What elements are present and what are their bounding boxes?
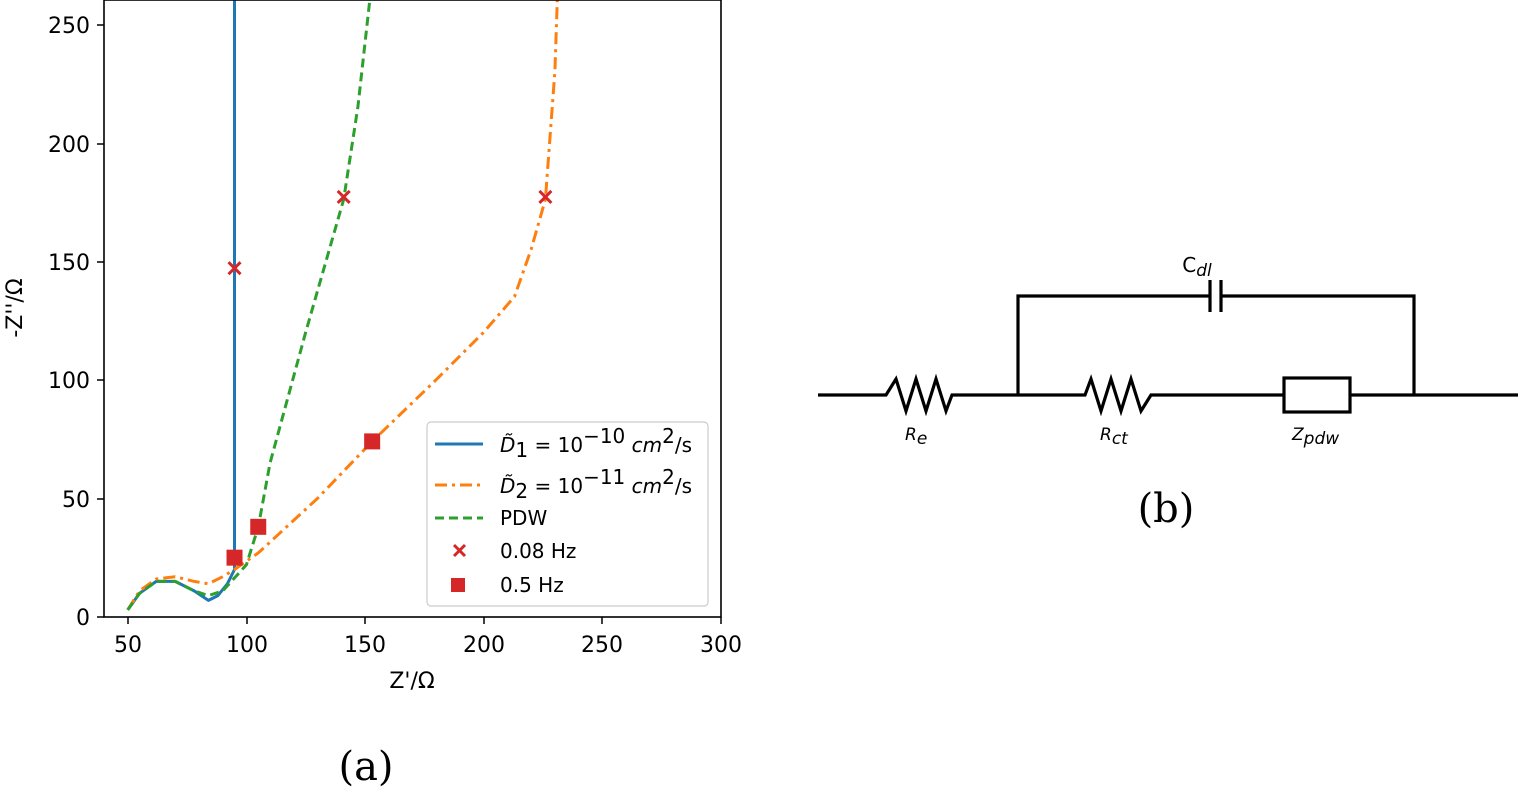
x-axis-label: Z'/Ω: [389, 669, 434, 694]
x-marker: [538, 189, 553, 205]
resistor-rct: [1018, 373, 1284, 417]
legend-d1: D̃1 = 10−10 cm2/s: [500, 424, 692, 462]
y-tick-label: 150: [48, 251, 90, 276]
label-re: Re: [905, 425, 927, 449]
equivalent-circuit: [818, 280, 1518, 417]
resistor-re: [818, 373, 1018, 417]
square-marker: [250, 518, 267, 535]
label-zpdw: Zpdw: [1291, 425, 1339, 449]
x-tick-label: 150: [344, 633, 386, 658]
series-line: [126, 0, 559, 611]
impedance-zpdw: [1282, 376, 1352, 414]
y-tick-label: 0: [76, 606, 90, 631]
x-tick-label: 200: [463, 633, 505, 658]
plot-curves: [126, 0, 559, 611]
legend-x-marker: [452, 543, 467, 558]
x-tick-label: 100: [226, 633, 268, 658]
caption-b: (b): [1138, 486, 1195, 532]
x-marker: [336, 189, 351, 205]
x-tick-label: 250: [581, 633, 623, 658]
series-line: [126, 0, 372, 611]
label-rct: Rct: [1100, 425, 1129, 449]
y-tick-label: 50: [62, 488, 90, 513]
legend-pdw: PDW: [500, 506, 547, 530]
x-tick-label: 300: [700, 633, 742, 658]
legend-d2: D̃2 = 10−11 cm2/s: [500, 465, 692, 503]
caption-a: (a): [338, 744, 393, 790]
plot-frame: [103, 0, 722, 618]
x-axis: 50 100 150 200 250 300 Z'/Ω: [114, 617, 742, 694]
wire-top-right: [1221, 294, 1416, 395]
legend-square-marker: [451, 578, 465, 592]
square-marker: [364, 433, 381, 450]
legend: D̃1 = 10−10 cm2/s D̃2 = 10−11 cm2/s PDW …: [426, 421, 709, 607]
legend-0.08hz: 0.08 Hz: [500, 539, 576, 563]
square-marker: [226, 549, 243, 566]
series-line: [126, 0, 236, 611]
legend-0.5hz: 0.5 Hz: [500, 573, 564, 597]
label-cdl: Cdl: [1182, 253, 1212, 281]
y-axis: 0 50 100 150 200 250 -Z''/Ω: [3, 14, 104, 631]
x-marker: [227, 261, 242, 276]
wire-top: [1016, 294, 1210, 395]
y-tick-label: 100: [48, 369, 90, 394]
x-tick-label: 50: [114, 633, 142, 658]
nyquist-plot: 50 100 150 200 250 300 Z'/Ω 0 50 100 150…: [3, 0, 742, 790]
y-tick-label: 200: [48, 133, 90, 158]
plot-markers: [226, 189, 553, 566]
y-axis-label: -Z''/Ω: [3, 278, 28, 337]
y-tick-label: 250: [48, 14, 90, 39]
